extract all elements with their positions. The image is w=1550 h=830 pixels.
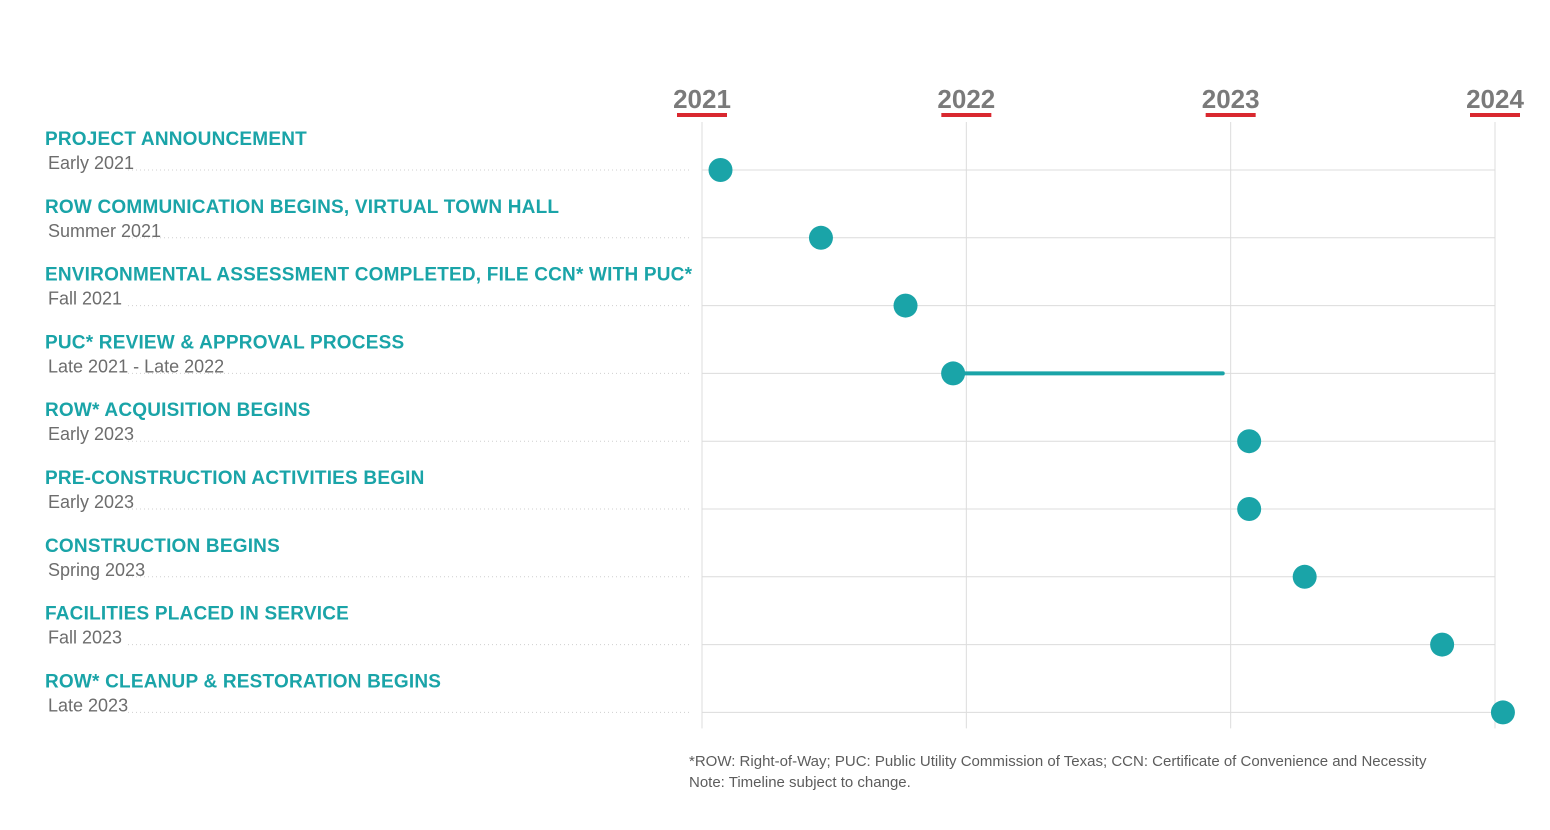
milestone-date: Early 2023: [48, 424, 134, 444]
milestone-date: Fall 2021: [48, 289, 122, 309]
milestone-date: Spring 2023: [48, 560, 145, 580]
milestone-dot: [941, 361, 966, 386]
milestone-title: ROW* CLEANUP & RESTORATION BEGINS: [45, 671, 441, 692]
milestone-dot: [1490, 700, 1515, 725]
milestone-dot: [1292, 564, 1317, 589]
year-underline-2022: [941, 113, 992, 117]
milestone-dot: [893, 293, 918, 318]
milestone-title: FACILITIES PLACED IN SERVICE: [45, 604, 349, 625]
year-label-2024: 2024: [1466, 84, 1524, 114]
year-label-2022: 2022: [937, 84, 995, 114]
milestone-date: Late 2021 - Late 2022: [48, 356, 224, 376]
year-underline-2023: [1205, 113, 1256, 117]
milestone-dot: [808, 225, 833, 250]
milestone-title: CONSTRUCTION BEGINS: [45, 536, 280, 557]
year-underline-2021: [677, 113, 727, 117]
milestone-title: ENVIRONMENTAL ASSESSMENT COMPLETED, FILE…: [45, 265, 693, 286]
milestone-date: Late 2023: [48, 695, 128, 715]
milestone-title: PRE-CONSTRUCTION ACTIVITIES BEGIN: [45, 468, 425, 489]
milestone-date: Summer 2021: [48, 221, 161, 241]
milestone-title: PUC* REVIEW & APPROVAL PROCESS: [45, 332, 404, 353]
milestone-dot: [1237, 429, 1262, 454]
milestone-title: PROJECT ANNOUNCEMENT: [45, 129, 307, 150]
milestone-dot: [708, 158, 733, 182]
year-label-2021: 2021: [673, 84, 731, 114]
year-label-2023: 2023: [1202, 84, 1260, 114]
footnote-1: *ROW: Right-of-Way; PUC: Public Utility …: [689, 753, 1427, 770]
milestone-date: Fall 2023: [48, 628, 122, 648]
footnote-2: Note: Timeline subject to change.: [689, 774, 911, 791]
milestone-dot: [1430, 632, 1455, 657]
milestone-date: Early 2021: [48, 153, 134, 173]
milestone-date: Early 2023: [48, 492, 134, 512]
milestone-title: ROW COMMUNICATION BEGINS, VIRTUAL TOWN H…: [45, 197, 559, 218]
year-underline-2024: [1470, 113, 1520, 117]
milestone-title: ROW* ACQUISITION BEGINS: [45, 400, 311, 421]
milestone-dot: [1237, 497, 1262, 521]
